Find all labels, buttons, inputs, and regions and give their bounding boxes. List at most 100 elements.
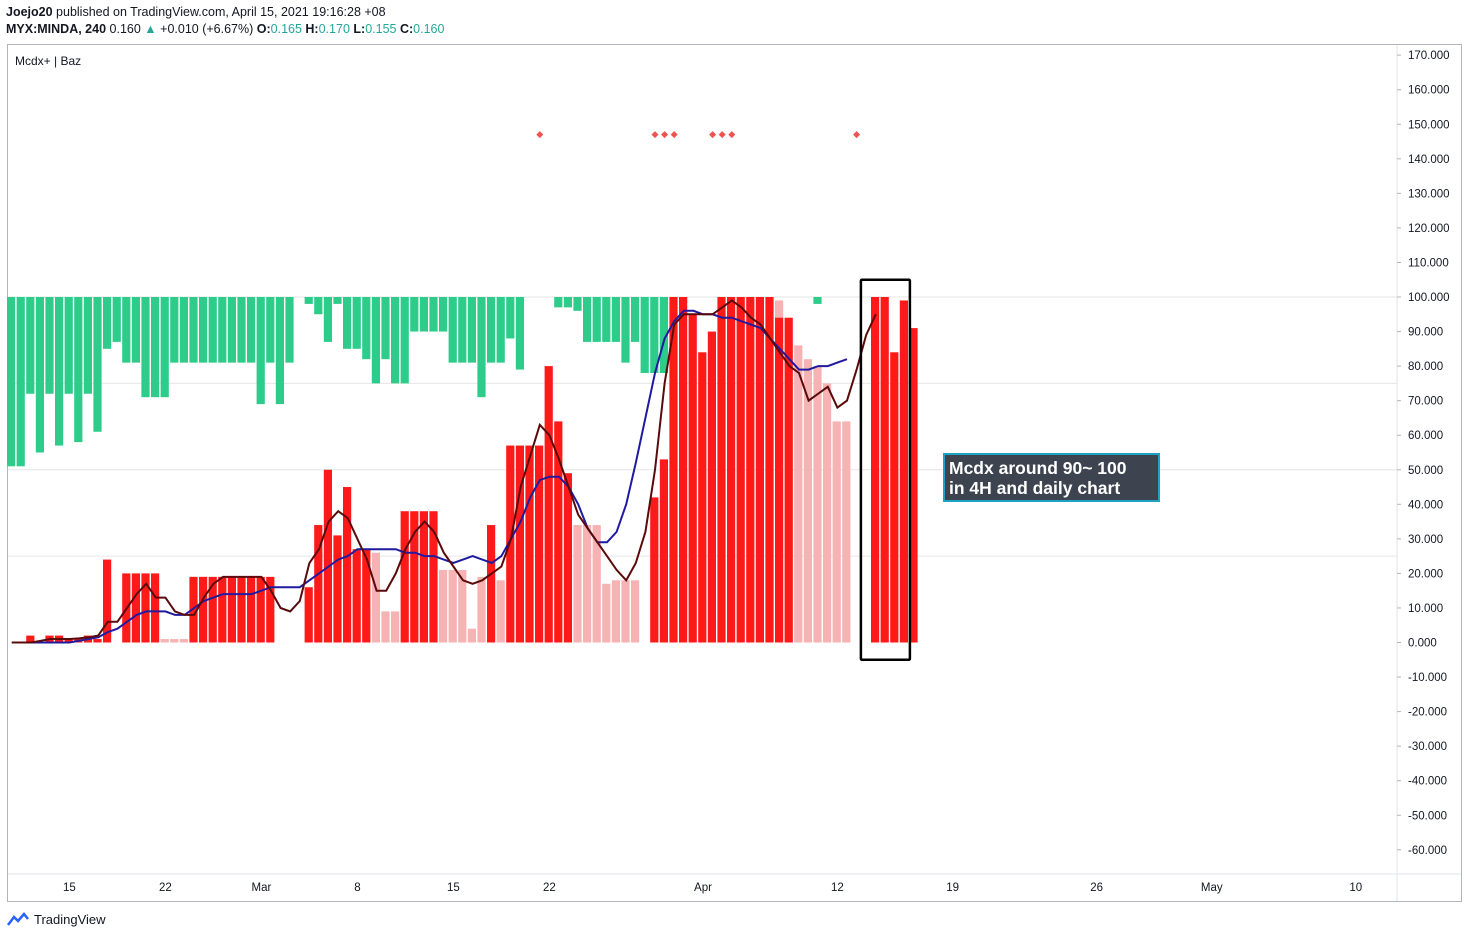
green-bar bbox=[515, 297, 524, 370]
pink-bar bbox=[458, 569, 467, 643]
pink-bar bbox=[391, 611, 400, 643]
y-tick-label: 90.000 bbox=[1408, 327, 1443, 339]
green-bar bbox=[141, 297, 150, 398]
signal-marker bbox=[728, 131, 736, 139]
y-tick-label: -60.000 bbox=[1408, 845, 1447, 857]
x-tick-label: 10 bbox=[1349, 882, 1362, 894]
y-tick-label: 130.000 bbox=[1408, 188, 1450, 200]
red-bar bbox=[323, 469, 332, 643]
pink-bar bbox=[477, 576, 486, 643]
signal-marker bbox=[853, 131, 861, 139]
up-arrow-icon: ▲ bbox=[144, 22, 157, 36]
y-tick-label: 150.000 bbox=[1408, 119, 1450, 131]
green-bar bbox=[93, 297, 102, 432]
red-bar bbox=[352, 549, 361, 643]
pink-bar bbox=[371, 552, 380, 643]
red-bar bbox=[899, 300, 908, 643]
green-bar bbox=[151, 297, 160, 398]
red-bar bbox=[487, 525, 496, 643]
x-tick-label: Mar bbox=[251, 882, 271, 894]
green-bar bbox=[285, 297, 294, 363]
pink-bar bbox=[611, 580, 620, 643]
signal-marker bbox=[670, 131, 678, 139]
x-tick-label: 15 bbox=[63, 882, 76, 894]
low-label: L: bbox=[353, 22, 366, 36]
green-bar bbox=[55, 297, 64, 446]
green-bar bbox=[650, 297, 659, 374]
green-bar bbox=[611, 297, 620, 342]
red-bar bbox=[659, 459, 668, 643]
green-bar bbox=[304, 297, 313, 304]
close-label: C: bbox=[399, 22, 414, 36]
green-bar bbox=[813, 297, 822, 304]
red-bar bbox=[208, 576, 217, 643]
red-bar bbox=[650, 497, 659, 643]
y-tick-label: 170.000 bbox=[1408, 50, 1450, 62]
pink-bar bbox=[448, 569, 457, 643]
red-bar bbox=[775, 317, 784, 643]
publisher-name[interactable]: Joejo20 bbox=[6, 5, 53, 19]
dark-signal-line bbox=[11, 299, 877, 644]
green-bar bbox=[131, 297, 140, 363]
high-label: H: bbox=[305, 22, 319, 36]
footer-brand[interactable]: TradingView bbox=[6, 911, 106, 927]
green-bar bbox=[112, 297, 121, 342]
red-bar bbox=[237, 576, 246, 643]
red-bar bbox=[247, 576, 256, 643]
red-bar bbox=[93, 639, 102, 643]
signal-marker bbox=[651, 131, 659, 139]
green-bar bbox=[458, 297, 467, 363]
red-bar bbox=[256, 576, 265, 643]
red-bar bbox=[784, 317, 793, 643]
red-bar bbox=[707, 331, 716, 643]
x-tick-label: 22 bbox=[543, 882, 556, 894]
open-value: 0.165 bbox=[270, 22, 302, 36]
green-bar bbox=[640, 297, 649, 374]
red-bar bbox=[314, 525, 323, 643]
x-tick-label: 12 bbox=[831, 882, 844, 894]
red-bar bbox=[698, 352, 707, 643]
green-bar bbox=[419, 297, 428, 332]
pink-bar bbox=[621, 580, 630, 643]
red-bar bbox=[141, 573, 150, 643]
green-bar bbox=[45, 297, 54, 394]
green-bar bbox=[122, 297, 131, 363]
green-bar bbox=[477, 297, 486, 398]
green-bar bbox=[26, 297, 35, 394]
x-tick-label: 26 bbox=[1090, 882, 1103, 894]
red-bar bbox=[746, 297, 755, 643]
y-tick-label: 30.000 bbox=[1408, 534, 1443, 546]
red-bar bbox=[333, 535, 342, 643]
y-tick-label: 160.000 bbox=[1408, 85, 1450, 97]
indicator-label[interactable]: Mcdx+ | Baz bbox=[15, 54, 82, 68]
green-bar bbox=[170, 297, 179, 363]
y-tick-label: 140.000 bbox=[1408, 154, 1450, 166]
red-bar bbox=[419, 511, 428, 643]
green-bar bbox=[583, 297, 592, 342]
last-price: 0.160 bbox=[109, 22, 141, 36]
y-tick-label: 50.000 bbox=[1408, 465, 1443, 477]
green-bar bbox=[160, 297, 169, 398]
red-bar bbox=[890, 352, 899, 643]
green-bar bbox=[256, 297, 265, 405]
red-bar bbox=[544, 366, 553, 643]
red-bar bbox=[765, 297, 774, 643]
green-bar bbox=[343, 297, 352, 349]
pink-bar bbox=[803, 359, 812, 643]
annotation-line-1: Mcdx around 90~ 100 bbox=[949, 458, 1127, 478]
green-bar bbox=[362, 297, 371, 360]
tradingview-logo-icon bbox=[7, 912, 29, 926]
red-bar bbox=[343, 487, 352, 643]
pink-bar bbox=[439, 569, 448, 643]
publish-info: published on TradingView.com, April 15, … bbox=[56, 5, 386, 19]
highlight-box bbox=[859, 278, 912, 662]
red-bar bbox=[218, 576, 227, 643]
price-change: +0.010 (+6.67%) bbox=[160, 22, 254, 36]
red-bar bbox=[304, 587, 313, 643]
symbol-name: MYX:MINDA, 240 bbox=[6, 22, 107, 36]
green-bar bbox=[592, 297, 601, 342]
pink-bar bbox=[832, 421, 841, 643]
red-bar bbox=[727, 297, 736, 643]
annotation-callout[interactable]: Mcdx around 90~ 100 in 4H and daily char… bbox=[943, 453, 1160, 502]
